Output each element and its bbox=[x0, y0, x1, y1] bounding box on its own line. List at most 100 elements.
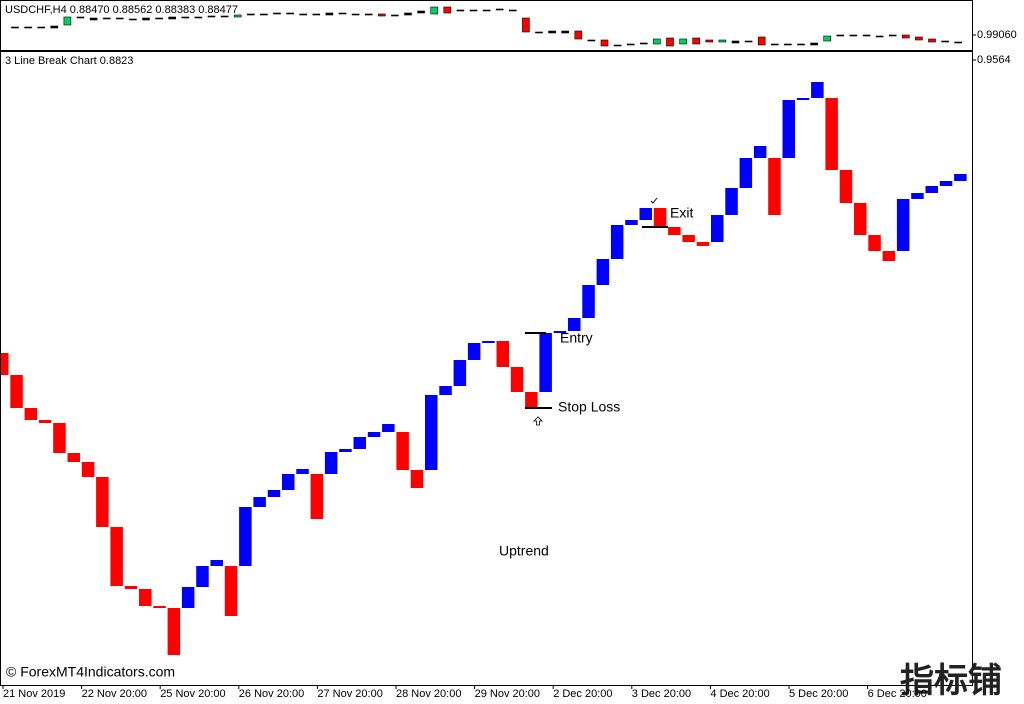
x-tick-label: 29 Nov 20:00 bbox=[475, 688, 540, 700]
x-tick-label: 27 Nov 20:00 bbox=[317, 688, 382, 700]
brick bbox=[639, 208, 652, 220]
brick bbox=[439, 386, 452, 395]
brick bbox=[53, 423, 66, 453]
candle bbox=[666, 37, 674, 47]
brick bbox=[539, 333, 552, 392]
brick bbox=[81, 462, 95, 477]
candle bbox=[37, 26, 46, 29]
brick bbox=[310, 474, 324, 519]
candle bbox=[692, 37, 701, 45]
candle bbox=[377, 13, 386, 17]
brick bbox=[124, 586, 138, 589]
brick bbox=[782, 100, 795, 158]
brick bbox=[253, 497, 266, 507]
brick bbox=[582, 285, 595, 318]
candle bbox=[273, 12, 281, 15]
brick bbox=[410, 470, 424, 488]
candle bbox=[50, 25, 59, 29]
brick bbox=[210, 560, 223, 566]
stop-loss-label: Stop Loss bbox=[558, 399, 620, 415]
top-panel bbox=[11, 6, 963, 47]
lower-title: 3 Line Break Chart 0.8823 bbox=[5, 55, 133, 67]
brick bbox=[925, 186, 938, 193]
candle bbox=[233, 14, 242, 18]
brick bbox=[10, 375, 23, 408]
brick bbox=[682, 235, 695, 242]
brick bbox=[153, 606, 166, 608]
brick bbox=[1, 353, 9, 375]
brick bbox=[196, 566, 209, 587]
x-tick-label: 3 Dec 20:00 bbox=[632, 688, 691, 700]
candle bbox=[129, 18, 137, 21]
brick bbox=[181, 587, 195, 608]
candle bbox=[718, 39, 727, 43]
lower-panel-frame bbox=[0, 51, 973, 686]
candle bbox=[155, 17, 163, 20]
candle bbox=[823, 35, 832, 42]
x-tick-label: 25 Nov 20:00 bbox=[160, 688, 225, 700]
brick bbox=[24, 408, 38, 420]
trend-label: Uptrend bbox=[499, 543, 549, 559]
candle bbox=[89, 17, 98, 21]
lower-panel bbox=[1, 82, 967, 655]
candle bbox=[836, 34, 845, 37]
candle bbox=[587, 39, 596, 42]
brick bbox=[339, 449, 352, 452]
brick bbox=[38, 420, 52, 423]
candle bbox=[207, 15, 216, 18]
candle bbox=[574, 30, 583, 40]
brick bbox=[167, 608, 181, 655]
top-title: USDCHF,H4 0.88470 0.88562 0.88383 0.8847… bbox=[5, 4, 238, 16]
brick bbox=[525, 392, 538, 407]
brick bbox=[367, 432, 381, 437]
candle bbox=[24, 26, 32, 29]
brick bbox=[296, 469, 309, 474]
brick bbox=[224, 566, 238, 616]
brick bbox=[811, 82, 824, 98]
candle bbox=[705, 39, 714, 43]
brick bbox=[739, 158, 753, 188]
candle bbox=[561, 30, 570, 34]
candle bbox=[862, 34, 871, 37]
candle bbox=[181, 16, 190, 19]
brick bbox=[67, 453, 80, 462]
candle bbox=[535, 31, 543, 34]
x-tick-label: 21 Nov 2019 bbox=[3, 688, 65, 700]
candle bbox=[168, 16, 176, 20]
candle bbox=[417, 10, 425, 14]
candle bbox=[653, 38, 661, 45]
x-tick-label: 26 Nov 20:00 bbox=[239, 688, 304, 700]
candle bbox=[194, 16, 203, 19]
brick bbox=[96, 477, 109, 527]
brick bbox=[467, 343, 481, 360]
candle bbox=[404, 12, 412, 16]
brick bbox=[139, 589, 152, 606]
brick bbox=[496, 341, 509, 367]
candle bbox=[522, 17, 530, 33]
candle bbox=[548, 30, 556, 34]
candle bbox=[351, 13, 360, 16]
candle bbox=[941, 40, 949, 43]
brick bbox=[282, 474, 295, 490]
x-tick-label: 6 Dec 20:00 bbox=[868, 688, 927, 700]
brick bbox=[896, 199, 910, 251]
candle bbox=[142, 17, 150, 21]
candle bbox=[849, 34, 858, 37]
candle bbox=[600, 39, 609, 47]
brick bbox=[796, 98, 810, 100]
candle bbox=[888, 34, 897, 37]
up-arrow bbox=[533, 416, 543, 426]
top-panel-frame bbox=[0, 0, 973, 51]
y-tick-label: 0.99060 bbox=[977, 29, 1017, 41]
brick bbox=[668, 227, 681, 235]
brick bbox=[854, 203, 867, 235]
candle bbox=[312, 13, 321, 16]
candle bbox=[338, 12, 347, 15]
candle bbox=[102, 17, 111, 20]
brick bbox=[267, 490, 281, 497]
brick bbox=[753, 146, 767, 158]
candle bbox=[797, 43, 805, 46]
candle bbox=[286, 12, 294, 15]
candle bbox=[731, 40, 740, 44]
